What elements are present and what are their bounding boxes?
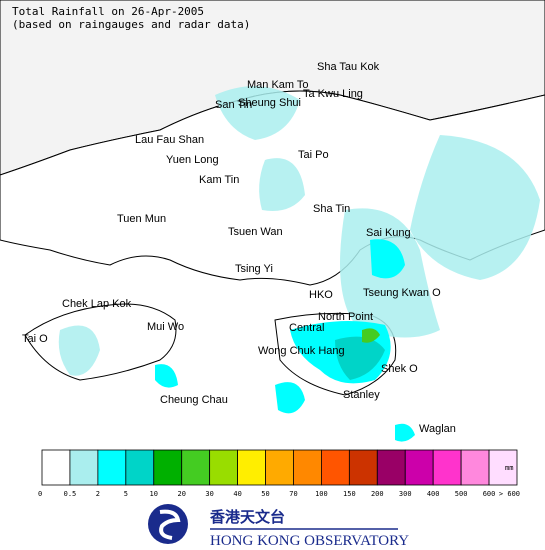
legend-swatch <box>181 449 211 486</box>
legend-swatch <box>97 449 127 486</box>
legend-tick-label: 30 <box>205 490 213 498</box>
legend-tick-label: 10 <box>150 490 158 498</box>
place-label: Tai Po <box>298 149 329 161</box>
legend-tick-label: 40 <box>233 490 241 498</box>
legend-swatch <box>376 449 406 486</box>
place-label: Central <box>289 322 324 334</box>
place-label: Tseung Kwan O <box>363 287 441 299</box>
place-label: Man Kam To <box>247 79 309 91</box>
legend-swatch <box>404 449 434 486</box>
legend-tick-label: > 600 <box>499 490 520 498</box>
legend-tick-label: 70 <box>289 490 297 498</box>
place-label: Wong Chuk Hang <box>258 345 345 357</box>
place-label: Tai O <box>22 333 48 345</box>
place-label: Kam Tin <box>199 174 239 186</box>
place-label: HKO <box>309 289 333 301</box>
logo-swirl <box>159 509 181 540</box>
logo: 香港天文台 HONG KONG OBSERVATORY <box>148 504 409 549</box>
logo-english: HONG KONG OBSERVATORY <box>210 533 409 549</box>
rain-area <box>410 135 540 280</box>
place-label: North Point <box>318 311 373 323</box>
legend-tick-label: 0 <box>38 490 42 498</box>
legend-unit: mm <box>505 464 513 472</box>
legend-tick-label: 300 <box>399 490 412 498</box>
legend-swatch <box>237 449 266 486</box>
place-label: Tsing Yi <box>235 263 273 275</box>
rain-area <box>58 325 100 376</box>
place-label: Stanley <box>343 389 380 401</box>
place-label: Sha Tin <box>313 203 350 215</box>
place-label: Shek O <box>381 363 418 375</box>
legend-tick-label: 0.5 <box>64 490 77 498</box>
legend-tick-label: 50 <box>261 490 269 498</box>
place-label: Mui Wo <box>147 321 184 333</box>
place-label: Lau Fau Shan <box>135 134 204 146</box>
title: Total Rainfall on 26-Apr-2005 <box>12 5 204 18</box>
legend-swatch <box>209 449 238 486</box>
legend-tick-label: 500 <box>455 490 468 498</box>
legend-swatch <box>265 449 294 486</box>
place-label: Waglan <box>419 423 456 435</box>
legend-tick-label: 100 <box>315 490 328 498</box>
legend-tick-label: 20 <box>177 490 185 498</box>
place-label: Tsuen Wan <box>228 226 283 238</box>
legend-swatch <box>321 449 350 486</box>
subtitle: (based on raingauges and radar data) <box>12 18 250 31</box>
place-label: Yuen Long <box>166 154 219 166</box>
rain-area <box>215 86 300 140</box>
place-label: Chek Lap Kok <box>62 298 132 310</box>
place-label: Tuen Mun <box>117 213 166 225</box>
legend-tick-label: 150 <box>343 490 356 498</box>
rain-area <box>362 328 380 343</box>
legend-tick-label: 400 <box>427 490 440 498</box>
legend-tick-label: 600 <box>483 490 496 498</box>
place-label: Sai Kung <box>366 227 411 239</box>
legend-swatch <box>125 449 155 486</box>
place-label: Sheung Shui <box>238 97 301 109</box>
rain-area <box>335 336 385 380</box>
legend-swatch <box>348 449 378 486</box>
legend-swatch <box>69 449 99 486</box>
logo-chinese: 香港天文台 <box>210 508 285 526</box>
place-label: Sha Tau Kok <box>317 61 380 73</box>
legend-swatch <box>41 449 71 486</box>
rain-area <box>155 364 178 388</box>
rain-area <box>259 158 305 211</box>
rain-area <box>370 239 405 279</box>
legend-swatch <box>153 449 183 486</box>
legend-tick-label: 2 <box>96 490 100 498</box>
legend-swatch <box>432 449 462 486</box>
legend-tick-label: 200 <box>371 490 384 498</box>
place-label: Ta Kwu Ling <box>303 88 363 100</box>
legend-tick-label: 5 <box>124 490 128 498</box>
rain-area <box>275 382 305 414</box>
legend-swatch <box>488 449 518 486</box>
legend-swatch <box>293 449 322 486</box>
legend-swatch <box>460 449 490 486</box>
place-label: Cheung Chau <box>160 394 228 406</box>
place-label: San Tin <box>215 99 252 111</box>
rain-area <box>395 423 415 442</box>
